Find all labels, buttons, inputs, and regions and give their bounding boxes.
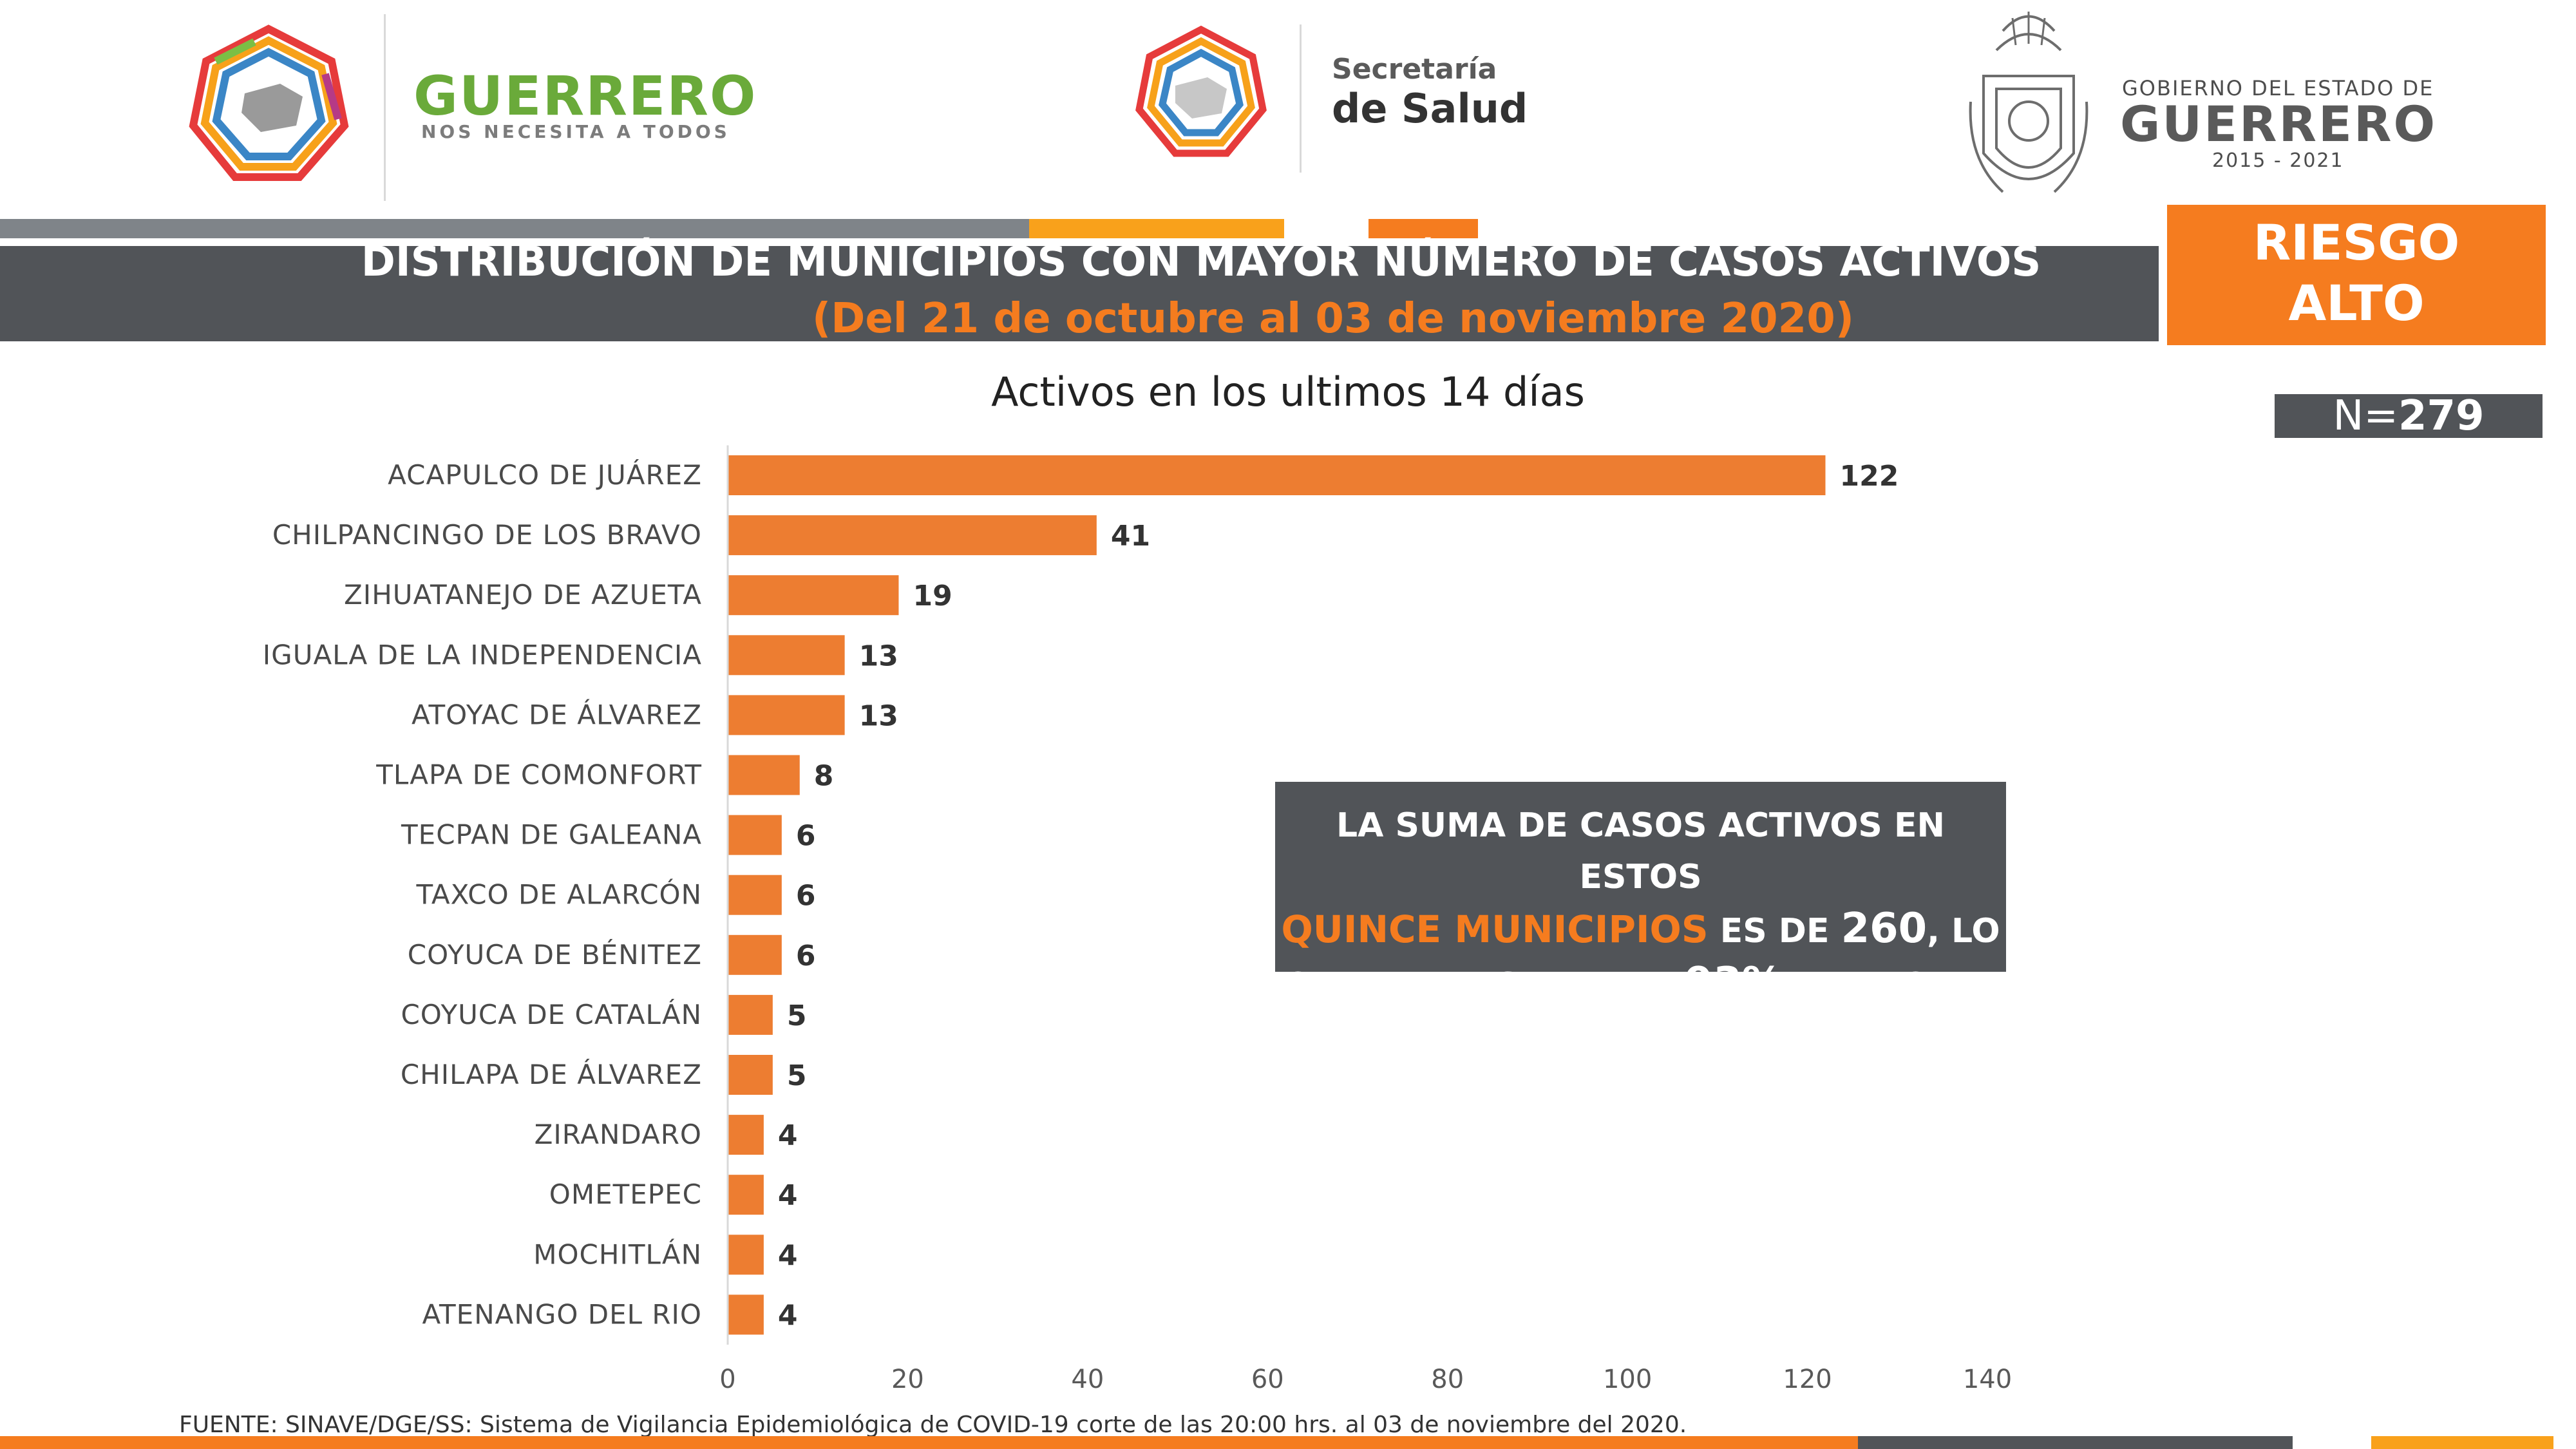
bar-ometepec: [728, 1175, 764, 1215]
value-label-zihuatanejo-de-azueta: 19: [913, 580, 952, 612]
page-title: DISTRIBUCIÓN DE MUNICIPIOS CON MAYOR NÚM…: [361, 238, 2041, 286]
total-count-badge: N=279: [2275, 394, 2543, 438]
category-label-atenango-del-rio: ATENANGO DEL RIO: [422, 1298, 702, 1330]
value-label-chilpancingo-de-los-bravo: 41: [1111, 520, 1150, 553]
guerrero-tagline: NOS NECESITA A TODOS: [421, 121, 730, 142]
salud-emblem-icon: [1135, 25, 1267, 157]
value-label-tecpan-de-galeana: 6: [796, 820, 816, 853]
category-label-mochitlan: MOCHITLÁN: [533, 1238, 702, 1270]
x-tick-label-120: 120: [1783, 1365, 1832, 1394]
value-label-mochitlan: 4: [778, 1239, 798, 1272]
x-tick-label-0: 0: [719, 1365, 735, 1394]
total-count-prefix: N=: [2333, 392, 2398, 440]
gobierno-years: 2015 - 2021: [2212, 149, 2344, 172]
risk-badge-line2: ALTO: [2288, 274, 2425, 332]
summary-percent: 93%: [1684, 959, 1783, 1007]
category-label-atoyac-de-alvarez: ATOYAC DE ÁLVAREZ: [412, 698, 702, 730]
category-label-tecpan-de-galeana: TECPAN DE GALEANA: [401, 819, 702, 851]
bar-coyuca-de-catalan: [728, 994, 773, 1035]
bottom-stripe-yellow: [2371, 1436, 2553, 1449]
value-label-tlapa-de-comonfort: 8: [814, 760, 834, 793]
bar-mochitlan: [728, 1235, 764, 1275]
value-label-chilapa-de-alvarez: 5: [787, 1059, 807, 1092]
summary-sum: 260: [1841, 905, 1927, 952]
summary-text-3: , LO: [1927, 912, 2000, 951]
value-label-ometepec: 4: [778, 1179, 798, 1212]
summary-text-5: DEL TOTAL: [1783, 966, 1998, 1005]
value-label-coyuca-de-benitez: 6: [796, 940, 816, 972]
risk-badge-line1: RIESGO: [2253, 214, 2460, 271]
summary-text-1: LA SUMA DE CASOS ACTIVOS EN ESTOS: [1336, 806, 1945, 896]
bar-chilapa-de-alvarez: [728, 1055, 773, 1095]
total-count-value: 279: [2398, 392, 2485, 440]
category-label-coyuca-de-benitez: COYUCA DE BÉNITEZ: [408, 938, 702, 971]
bar-zihuatanejo-de-azueta: [728, 575, 899, 616]
x-tick-label-80: 80: [1431, 1365, 1464, 1394]
value-label-atenango-del-rio: 4: [778, 1299, 798, 1332]
bottom-stripe-gray: [1858, 1436, 2293, 1449]
x-tick-label-60: 60: [1251, 1365, 1284, 1394]
chart-title: Activos en los ultimos 14 días: [991, 368, 1585, 415]
top-stripe-yellow: [1029, 219, 1284, 238]
bar-chilpancingo-de-los-bravo: [728, 515, 1097, 556]
x-tick-label-20: 20: [891, 1365, 924, 1394]
category-label-zirandaro: ZIRANDARO: [535, 1119, 702, 1150]
value-label-atoyac-de-alvarez: 13: [859, 699, 898, 732]
bar-atoyac-de-alvarez: [728, 695, 845, 735]
x-tick-label-40: 40: [1071, 1365, 1104, 1394]
salud-line1: Secretaría: [1332, 53, 1497, 86]
x-tick-label-100: 100: [1603, 1365, 1652, 1394]
bar-iguala-de-la-independencia: [728, 635, 845, 676]
summary-text-4: QUE REPRESENTA EL: [1283, 966, 1685, 1005]
bar-tecpan-de-galeana: [728, 815, 782, 855]
top-stripe-orange: [1368, 219, 1478, 238]
summary-box: LA SUMA DE CASOS ACTIVOS EN ESTOS QUINCE…: [1275, 782, 2006, 1007]
page-subtitle-date-range: (Del 21 de octubre al 03 de noviembre 20…: [812, 295, 1854, 343]
gobierno-line2: GUERRERO: [2120, 95, 2438, 153]
source-footnote: FUENTE: SINAVE/DGE/SS: Sistema de Vigila…: [179, 1412, 1687, 1438]
bar-acapulco-de-juarez: [728, 455, 1826, 495]
value-label-coyuca-de-catalan: 5: [787, 999, 807, 1032]
summary-line3: QUE REPRESENTA EL 93% DEL TOTAL: [1275, 957, 2006, 1011]
bar-tlapa-de-comonfort: [728, 755, 800, 795]
bar-zirandaro: [728, 1115, 764, 1155]
gobierno-line1: GOBIERNO DEL ESTADO DE: [2122, 76, 2434, 100]
value-label-taxco-de-alarcon: 6: [796, 880, 816, 913]
category-label-tlapa-de-comonfort: TLAPA DE COMONFORT: [375, 759, 702, 791]
bar-coyuca-de-benitez: [728, 934, 782, 975]
salud-line2: de Salud: [1332, 85, 1528, 132]
bottom-stripe-orange: [0, 1436, 1858, 1449]
summary-line1: LA SUMA DE CASOS ACTIVOS EN ESTOS: [1275, 800, 2006, 903]
summary-highlight: QUINCE MUNICIPIOS: [1281, 907, 1709, 951]
category-label-chilapa-de-alvarez: CHILAPA DE ÁLVAREZ: [401, 1058, 702, 1090]
category-label-acapulco-de-juarez: ACAPULCO DE JUÁREZ: [388, 459, 702, 491]
value-label-acapulco-de-juarez: 122: [1840, 460, 1899, 493]
category-label-zihuatanejo-de-azueta: ZIHUATANEJO DE AZUETA: [344, 579, 702, 611]
x-tick-label-140: 140: [1963, 1365, 2012, 1394]
top-stripe-gray: [0, 219, 1029, 238]
category-label-iguala-de-la-independencia: IGUALA DE LA INDEPENDENCIA: [263, 639, 702, 670]
summary-text-2: ES DE: [1708, 912, 1841, 951]
bar-atenango-del-rio: [728, 1294, 764, 1335]
category-label-taxco-de-alarcon: TAXCO DE ALARCÓN: [415, 878, 702, 911]
bar-taxco-de-alarcon: [728, 875, 782, 915]
category-label-chilpancingo-de-los-bravo: CHILPANCINGO DE LOS BRAVO: [272, 519, 702, 551]
guerrero-brand-text: GUERRERO: [413, 64, 757, 128]
guerrero-emblem-icon: [189, 24, 349, 181]
risk-badge: RIESGO ALTO: [2167, 205, 2546, 345]
category-label-ometepec: OMETEPEC: [549, 1179, 702, 1210]
value-label-zirandaro: 4: [778, 1119, 798, 1152]
summary-line2: QUINCE MUNICIPIOS ES DE 260, LO: [1275, 903, 2006, 957]
value-label-iguala-de-la-independencia: 13: [859, 639, 898, 672]
category-label-coyuca-de-catalan: COYUCA DE CATALÁN: [401, 998, 702, 1030]
state-coat-of-arms-icon: [1969, 12, 2088, 193]
title-band: [0, 246, 2159, 341]
